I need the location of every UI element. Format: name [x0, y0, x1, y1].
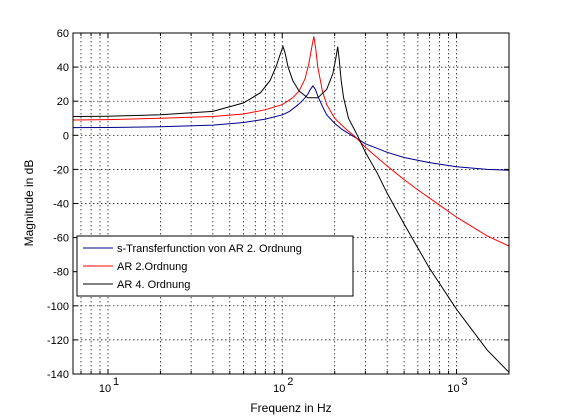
- legend-entry-3: AR 4. Ordnung: [117, 279, 190, 291]
- series-line-1: [72, 85, 510, 171]
- y-tick-label: 20: [57, 96, 69, 108]
- y-tick-label: 40: [57, 62, 69, 74]
- y-tick-label: 60: [57, 28, 69, 40]
- legend-box: [76, 235, 354, 297]
- y-tick-label: -80: [53, 267, 69, 279]
- x-axis-label: Frequenz in Hz: [250, 401, 331, 415]
- y-tick-label: -120: [47, 335, 69, 347]
- y-tick-label: -40: [53, 199, 69, 211]
- y-tick-label: -140: [47, 369, 69, 381]
- x-tick-exponent: 2: [287, 376, 293, 388]
- y-tick-labels: 60 40 20 0 -20 -40 -60 -80 -100 -120 -140: [47, 28, 69, 381]
- legend-entry-1: s-Transferfunction von AR 2. Ordnung: [117, 243, 302, 255]
- grid: [73, 33, 510, 374]
- series-line-3: [72, 45, 510, 373]
- x-tick-exponent: 3: [462, 376, 468, 388]
- y-tick-label: -20: [53, 164, 69, 176]
- legend: s-Transferfunction von AR 2. Ordnung AR 2…: [76, 235, 354, 297]
- y-tick-label: 0: [63, 130, 69, 142]
- y-tick-label: -100: [47, 301, 69, 313]
- x-tick-label: 10: [273, 383, 285, 395]
- x-tick-label: 10: [447, 383, 459, 395]
- y-tick-label: -60: [53, 233, 69, 245]
- axis-ticks: [73, 32, 510, 375]
- y-axis-label: Magnitude in dB: [22, 160, 36, 247]
- series-lines: [72, 36, 510, 373]
- x-tick-exponent: 1: [113, 376, 119, 388]
- series-line-2: [72, 36, 510, 247]
- legend-entry-2: AR 2.Ordnung: [117, 261, 187, 273]
- x-tick-label: 10: [99, 383, 111, 395]
